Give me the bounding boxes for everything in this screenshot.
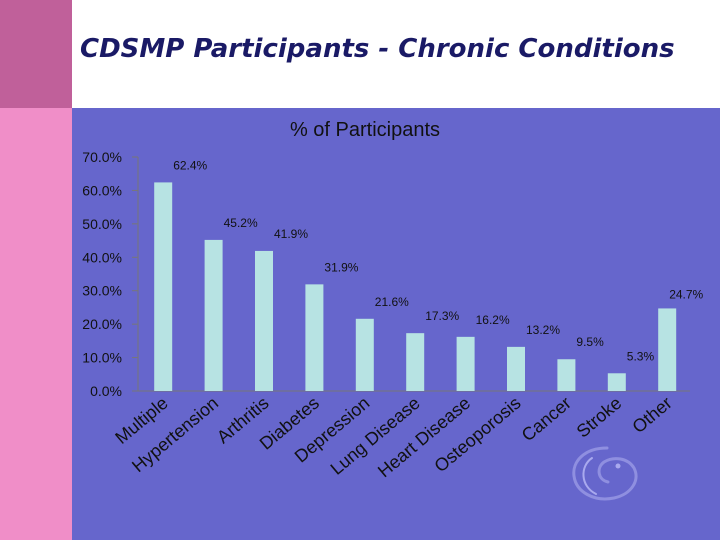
chart-x-tick-label: Other — [628, 393, 675, 437]
title-band — [72, 0, 720, 108]
chart-y-tick-label: 60.0% — [82, 182, 122, 198]
chart-y-tick-label: 20.0% — [82, 316, 122, 332]
chart-data-label: 62.4% — [173, 158, 207, 172]
chart-y-axis-label: % of Participants — [290, 119, 440, 141]
chart-data-label: 31.9% — [324, 260, 358, 274]
chart-y-tick-label: 40.0% — [82, 249, 122, 265]
chart-bar — [507, 346, 525, 391]
chart-bar — [255, 250, 273, 391]
chart-x-tick-label: Osteoporosis — [430, 393, 524, 476]
chart-y-tick-label: 50.0% — [82, 216, 122, 232]
chart-data-label: 24.7% — [669, 287, 703, 301]
chart-bar — [355, 318, 374, 391]
chart-data-label: 5.3% — [627, 349, 655, 363]
chart-bar — [456, 336, 475, 391]
chart-data-label: 16.2% — [476, 313, 510, 327]
chart-bar — [154, 182, 173, 391]
swirl-logo-icon — [572, 446, 638, 501]
chart-x-tick-label: Stroke — [573, 393, 626, 442]
side-accent-bar — [0, 108, 72, 540]
chart-data-label: 41.9% — [274, 227, 308, 241]
chart-x-tick-label: Hypertension — [128, 393, 222, 476]
chart-data-label: 45.2% — [224, 216, 258, 230]
chart-y-tick-label: 30.0% — [82, 283, 122, 299]
chart-data-label: 17.3% — [425, 309, 459, 323]
chart-bar — [406, 333, 425, 391]
chart-bar — [607, 373, 626, 391]
chart-x-tick-label: Cancer — [518, 393, 575, 446]
chart-data-label: 9.5% — [576, 335, 604, 349]
slide-title: CDSMP Participants - Chronic Conditions — [80, 34, 675, 64]
chart-bar — [204, 239, 223, 391]
chart-bar — [305, 284, 324, 391]
corner-accent — [0, 0, 72, 108]
chart-data-labels: 62.4% 45.2% 41.9% 31.9% 21.6% 17.3% 16.2% 13.2%… — [173, 158, 703, 363]
chart-bar — [658, 308, 677, 391]
chart-y-tick-label: 0.0% — [90, 383, 122, 399]
chart-data-label: 13.2% — [526, 323, 560, 337]
chart-data-label: 21.6% — [375, 295, 409, 309]
chart-y-ticks: 0.0% 10.0% 20.0% 30.0% 40.0% 50.0% 60.0% 70.0% — [82, 149, 138, 399]
chart-bars — [154, 182, 677, 391]
chart-bar — [557, 359, 576, 391]
chart-y-tick-label: 10.0% — [82, 350, 122, 366]
chart-y-tick-label: 70.0% — [82, 149, 122, 165]
